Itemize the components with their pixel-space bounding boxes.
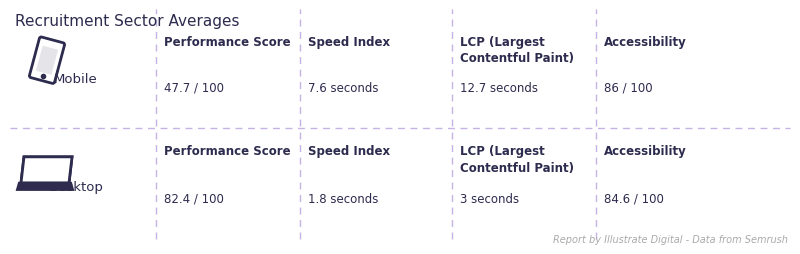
Text: 47.7 / 100: 47.7 / 100 xyxy=(164,81,224,94)
Text: Accessibility: Accessibility xyxy=(604,36,686,49)
Text: Accessibility: Accessibility xyxy=(604,145,686,158)
Text: 82.4 / 100: 82.4 / 100 xyxy=(164,192,224,205)
Polygon shape xyxy=(21,157,72,183)
Text: 86 / 100: 86 / 100 xyxy=(604,81,653,94)
Text: LCP (Largest
Contentful Paint): LCP (Largest Contentful Paint) xyxy=(460,36,574,65)
FancyBboxPatch shape xyxy=(30,38,65,84)
Text: Performance Score: Performance Score xyxy=(164,145,290,158)
Text: Recruitment Sector Averages: Recruitment Sector Averages xyxy=(15,14,239,29)
Text: Desktop: Desktop xyxy=(49,180,103,193)
Text: 3 seconds: 3 seconds xyxy=(460,192,519,205)
Polygon shape xyxy=(21,157,72,183)
Text: Speed Index: Speed Index xyxy=(308,36,390,49)
Text: Mobile: Mobile xyxy=(54,72,98,85)
Text: 12.7 seconds: 12.7 seconds xyxy=(460,81,538,94)
Text: LCP (Largest
Contentful Paint): LCP (Largest Contentful Paint) xyxy=(460,145,574,174)
Text: 7.6 seconds: 7.6 seconds xyxy=(308,81,378,94)
Text: 84.6 / 100: 84.6 / 100 xyxy=(604,192,664,205)
Polygon shape xyxy=(17,183,73,190)
Text: Report by Illustrate Digital - Data from Semrush: Report by Illustrate Digital - Data from… xyxy=(553,234,788,244)
Text: Speed Index: Speed Index xyxy=(308,145,390,158)
FancyBboxPatch shape xyxy=(36,46,58,75)
Text: Performance Score: Performance Score xyxy=(164,36,290,49)
Text: 1.8 seconds: 1.8 seconds xyxy=(308,192,378,205)
